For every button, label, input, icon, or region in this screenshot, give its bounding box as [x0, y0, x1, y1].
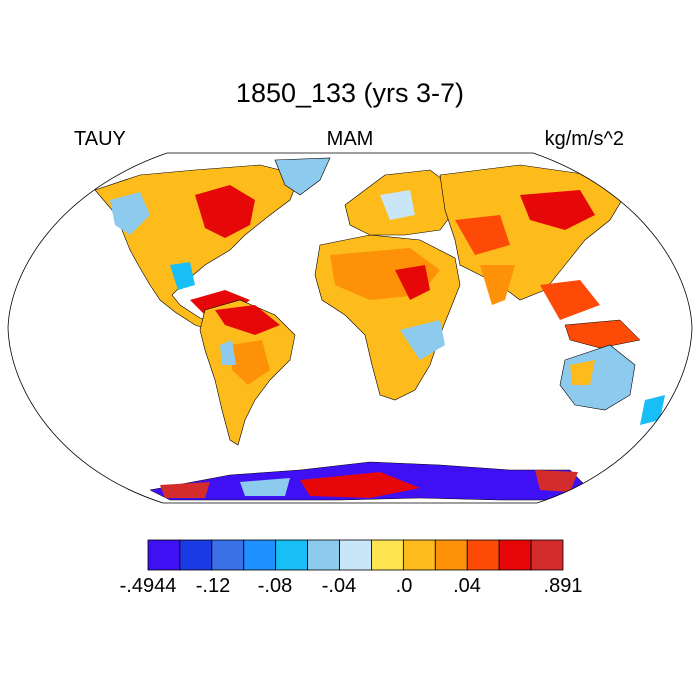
antarctica-red-patch-2 — [535, 470, 578, 492]
india-region — [480, 265, 515, 305]
antarctica-light-patch — [240, 478, 290, 496]
colorbar-swatch — [147, 539, 181, 571]
antarctica-red-patch-3 — [160, 482, 210, 498]
globe-outline — [7, 152, 693, 504]
colorbar-swatch — [434, 539, 468, 571]
greenland-region — [274, 157, 331, 196]
colorbar-swatch — [211, 539, 245, 571]
colorbar-swatch — [402, 539, 436, 571]
colorbar-swatch — [275, 539, 309, 571]
colorbar-label-1: -.4944 — [119, 575, 177, 597]
units-label: kg/m/s^2 — [544, 128, 624, 150]
colorbar-swatch — [371, 539, 404, 571]
africa-red-patch — [395, 265, 430, 300]
north-america-blue-patch — [110, 192, 150, 235]
australia-region — [559, 344, 636, 411]
asia-red-patch — [520, 190, 595, 230]
colorbar-swatch — [466, 539, 500, 571]
south-america-orange-patch — [230, 340, 270, 385]
africa-blue-patch — [400, 320, 445, 360]
colorbar-swatch — [179, 539, 213, 571]
colorbar-swatch — [307, 539, 340, 571]
south-america-red-patch — [215, 305, 280, 335]
colorbar-swatch — [243, 539, 277, 571]
colorbar-label-3: -.08 — [257, 575, 293, 597]
north-america-red-patch — [195, 185, 255, 238]
colorbar-swatch — [530, 539, 564, 571]
colorbar-label-2: -.12 — [195, 575, 231, 597]
antarctica-red-patch — [300, 472, 420, 498]
colorbar-swatch — [498, 539, 532, 571]
season-label: MAM — [326, 128, 374, 150]
indonesia-region — [564, 319, 641, 349]
colorbar-label-6: .04 — [453, 575, 481, 597]
variable-label: TAUY — [74, 128, 126, 150]
europe-blue-patch — [380, 190, 415, 220]
colorbar-label-4: -.04 — [321, 575, 357, 597]
mexico-blue-patch — [170, 262, 195, 290]
colorbar-label-5: .0 — [395, 575, 413, 597]
colorbar-label-7: .891 — [543, 575, 583, 597]
colorbar-swatch — [339, 539, 372, 571]
south-america-blue-patch — [220, 340, 236, 365]
asia-orange-patch — [455, 215, 510, 255]
australia-orange-patch — [570, 360, 595, 385]
se-asia-region — [540, 280, 600, 320]
plot-title: 1850_133 (yrs 3-7) — [235, 78, 465, 108]
